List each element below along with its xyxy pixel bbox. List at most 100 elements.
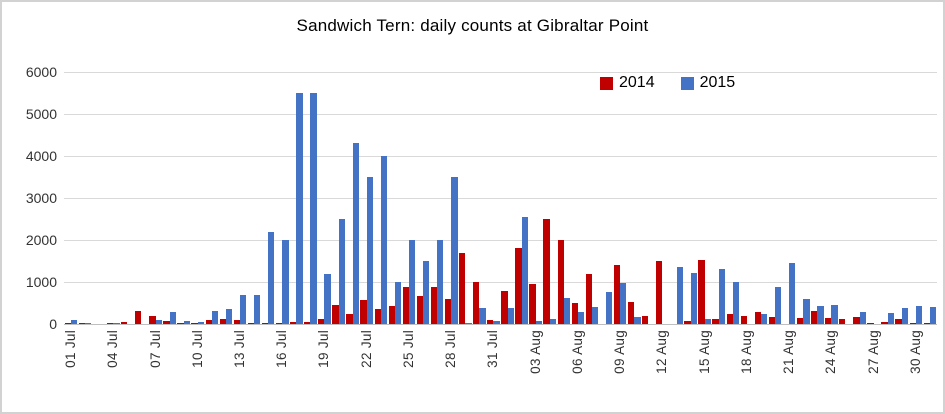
bar-2015-23-Aug[interactable] <box>817 305 824 324</box>
bar-2015-03-Aug[interactable] <box>535 321 542 324</box>
bar-2015-02-Aug[interactable] <box>521 216 528 324</box>
bar-2015-14-Jul[interactable] <box>254 294 261 324</box>
bar-2015-08-Jul[interactable] <box>169 312 176 324</box>
bar-2014-31-Aug[interactable] <box>923 323 930 324</box>
bar-2015-17-Aug[interactable] <box>732 282 740 324</box>
bar-2014-20-Aug[interactable] <box>768 316 776 324</box>
bar-2015-07-Aug[interactable] <box>592 307 599 324</box>
bar-2015-28-Jul[interactable] <box>451 177 458 324</box>
bar-2015-20-Aug[interactable] <box>775 287 782 324</box>
bar-2014-08-Jul[interactable] <box>163 321 170 324</box>
bar-2014-31-Jul[interactable] <box>487 320 494 324</box>
bar-2014-07-Aug[interactable] <box>585 273 593 324</box>
bar-2014-10-Aug[interactable] <box>627 302 635 324</box>
bar-2015-02-Jul[interactable] <box>85 322 92 324</box>
bar-2014-01-Jul[interactable] <box>64 322 72 324</box>
bar-2015-14-Aug[interactable] <box>690 272 697 324</box>
bar-2014-24-Jul[interactable] <box>388 305 395 324</box>
bar-2015-19-Aug[interactable] <box>760 313 768 324</box>
bar-2015-05-Aug[interactable] <box>563 297 571 324</box>
bar-2015-26-Aug[interactable] <box>859 312 866 324</box>
bar-2015-31-Aug[interactable] <box>929 307 937 324</box>
bar-2015-24-Aug[interactable] <box>831 304 838 324</box>
bar-2014-04-Aug[interactable] <box>543 219 550 324</box>
bar-2014-17-Aug[interactable] <box>726 313 733 324</box>
bar-2015-06-Aug[interactable] <box>577 311 585 324</box>
bar-2015-21-Aug[interactable] <box>789 263 796 324</box>
bar-2015-13-Aug[interactable] <box>676 267 683 324</box>
bar-2014-30-Jul[interactable] <box>473 282 480 324</box>
bar-2014-14-Aug[interactable] <box>684 321 691 324</box>
bar-2015-01-Jul[interactable] <box>71 320 78 324</box>
bar-2015-09-Aug[interactable] <box>620 282 627 324</box>
bar-2014-07-Jul[interactable] <box>149 316 156 324</box>
bar-2015-20-Jul[interactable] <box>338 219 345 324</box>
bar-2014-20-Jul[interactable] <box>332 305 339 324</box>
bar-2014-29-Jul[interactable] <box>458 252 466 324</box>
bar-2015-22-Aug[interactable] <box>803 298 810 324</box>
bar-2014-23-Jul[interactable] <box>374 309 381 324</box>
bar-2015-07-Jul[interactable] <box>155 319 162 324</box>
bar-2015-04-Aug[interactable] <box>549 319 557 324</box>
bar-2015-22-Jul[interactable] <box>366 177 374 324</box>
bar-2014-27-Jul[interactable] <box>430 287 438 324</box>
bar-2014-28-Jul[interactable] <box>444 298 452 324</box>
bar-2014-12-Jul[interactable] <box>219 319 226 324</box>
bar-2014-13-Jul[interactable] <box>233 320 240 324</box>
bar-2015-30-Aug[interactable] <box>915 306 923 324</box>
bar-2015-16-Jul[interactable] <box>282 240 289 324</box>
bar-2014-22-Jul[interactable] <box>360 300 367 324</box>
bar-2014-14-Jul[interactable] <box>247 322 255 324</box>
bar-2015-09-Jul[interactable] <box>183 321 190 324</box>
bar-2015-25-Jul[interactable] <box>408 240 416 324</box>
bar-2015-17-Jul[interactable] <box>296 93 303 324</box>
bar-2015-26-Jul[interactable] <box>423 261 430 324</box>
bar-2014-16-Aug[interactable] <box>712 319 719 324</box>
bar-2015-10-Aug[interactable] <box>634 316 641 324</box>
bar-2014-02-Aug[interactable] <box>515 248 522 324</box>
bar-2014-05-Jul[interactable] <box>121 321 128 324</box>
bar-2014-25-Jul[interactable] <box>402 287 409 324</box>
bar-2014-18-Jul[interactable] <box>304 322 311 324</box>
bar-2014-09-Aug[interactable] <box>613 265 621 324</box>
bar-2015-04-Jul[interactable] <box>113 322 120 324</box>
bar-2014-19-Aug[interactable] <box>754 312 761 324</box>
bar-2014-26-Aug[interactable] <box>853 316 860 324</box>
legend-item-2015[interactable]: 2015 <box>680 74 735 92</box>
bar-2015-27-Jul[interactable] <box>437 240 444 324</box>
bar-2014-03-Aug[interactable] <box>529 284 536 324</box>
bar-2014-11-Aug[interactable] <box>642 316 649 324</box>
bar-2015-24-Jul[interactable] <box>394 282 402 324</box>
bar-2014-18-Aug[interactable] <box>740 316 747 324</box>
bar-2014-05-Aug[interactable] <box>557 240 564 324</box>
bar-2014-30-Aug[interactable] <box>909 323 916 324</box>
bar-2015-13-Jul[interactable] <box>240 294 247 324</box>
bar-2014-19-Jul[interactable] <box>318 318 325 324</box>
bar-2014-11-Jul[interactable] <box>205 320 212 324</box>
bar-2014-21-Jul[interactable] <box>346 313 353 324</box>
bar-2015-29-Aug[interactable] <box>901 308 909 324</box>
bar-2014-17-Jul[interactable] <box>290 322 297 324</box>
bar-2015-21-Jul[interactable] <box>352 143 359 324</box>
bar-2015-01-Aug[interactable] <box>507 308 514 324</box>
bar-2015-28-Aug[interactable] <box>887 312 894 324</box>
bar-2014-12-Aug[interactable] <box>656 261 663 324</box>
bar-2014-22-Aug[interactable] <box>796 318 804 324</box>
bar-2014-09-Jul[interactable] <box>177 322 184 324</box>
bar-2015-08-Aug[interactable] <box>606 292 613 324</box>
bar-2015-10-Jul[interactable] <box>197 322 205 324</box>
bar-2015-15-Aug[interactable] <box>704 319 711 324</box>
bar-2015-23-Jul[interactable] <box>380 156 388 324</box>
bar-2014-06-Aug[interactable] <box>571 302 578 324</box>
bar-2014-25-Aug[interactable] <box>839 318 846 324</box>
bar-2014-28-Aug[interactable] <box>881 321 888 324</box>
bar-2014-06-Jul[interactable] <box>135 311 142 324</box>
bar-2015-31-Jul[interactable] <box>493 321 500 324</box>
bar-2015-29-Jul[interactable] <box>465 322 472 324</box>
bar-2014-01-Aug[interactable] <box>501 291 508 324</box>
bar-2014-04-Jul[interactable] <box>106 322 114 324</box>
bar-2014-15-Jul[interactable] <box>261 322 269 324</box>
bar-2015-16-Aug[interactable] <box>718 269 726 324</box>
bar-2015-30-Jul[interactable] <box>479 308 486 324</box>
bar-2014-16-Jul[interactable] <box>275 322 283 324</box>
